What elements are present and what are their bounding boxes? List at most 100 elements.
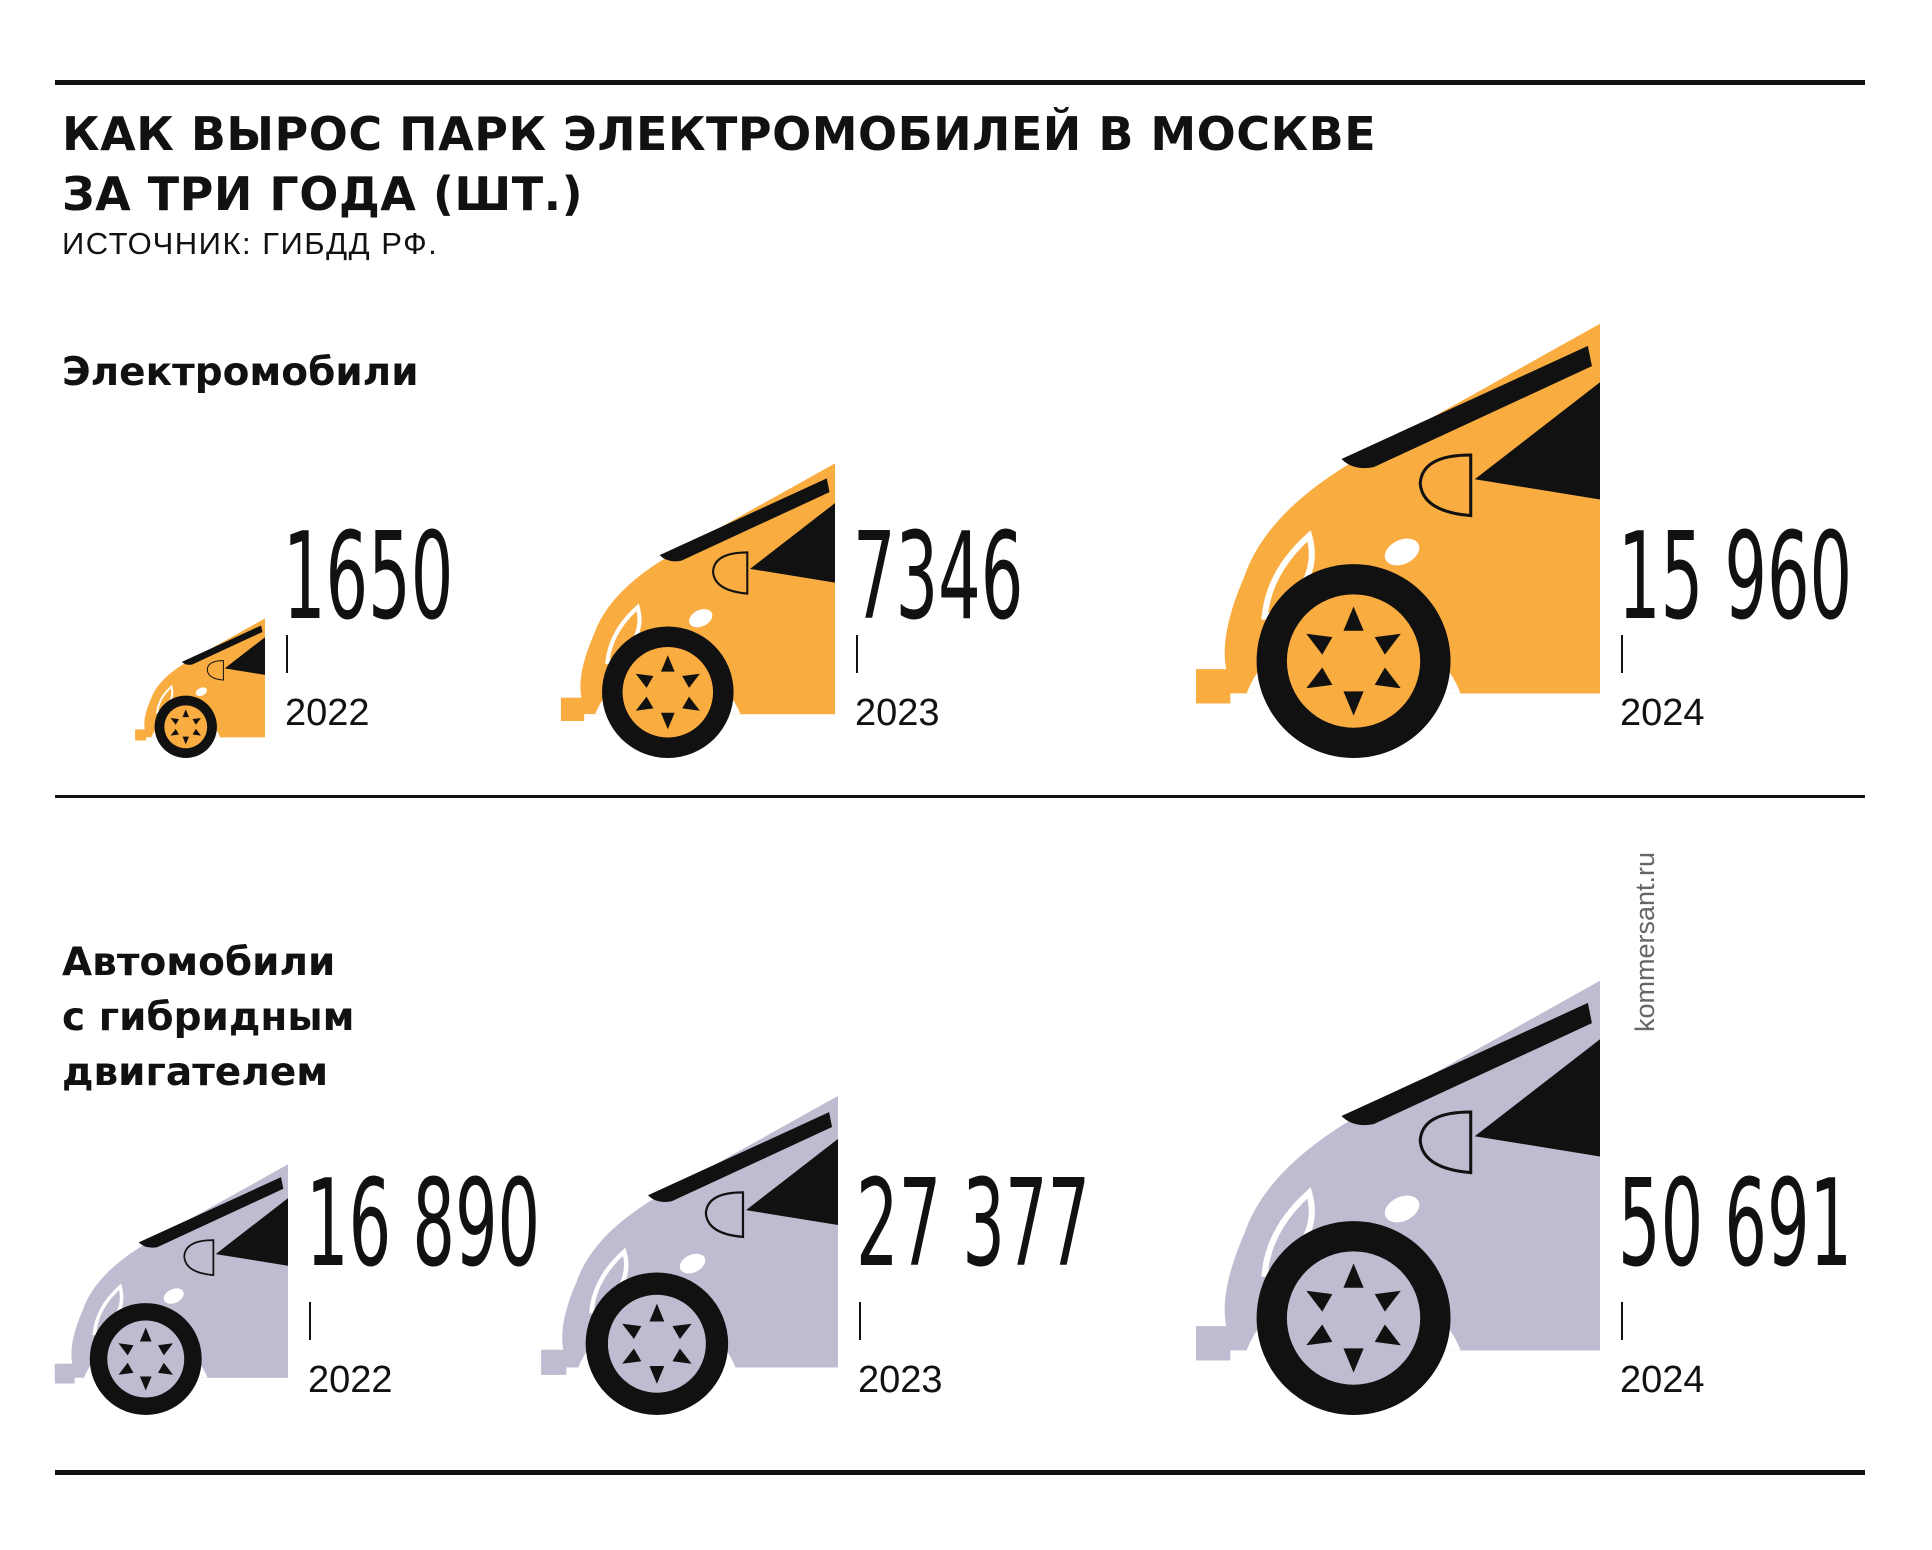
car-mirror [712,551,749,595]
car-mark [1196,980,1600,1415]
car-hood-line [138,1177,284,1248]
car-bumper [560,697,585,721]
year-label: 2023 [855,692,940,734]
wheel-spoke [1306,1324,1333,1346]
wheel-spoke [672,1348,692,1364]
wheel-hub [607,1294,706,1393]
car-bumper [1196,1326,1231,1361]
car-front-icon [541,1095,838,1415]
car-window [215,1198,288,1266]
chart-row-2: 16 890 2022 27 377 2023 50 691 2024 [54,980,1852,1415]
wheel-spoke [1343,691,1364,716]
value-label: 15 960 [1618,506,1852,647]
chart-title-line-1: КАК ВЫРОС ПАРК ЭЛЕКТРОМОБИЛЕЙ В МОСКВЕ [62,107,1377,161]
car-hood-line [659,478,830,562]
section-label-electric-line: Электромобили [62,350,419,395]
wheel-spoke [682,696,700,711]
car-front-icon [135,618,265,758]
wheel-spoke [170,718,179,725]
wheel-spoke [170,728,179,736]
wheel-spoke [157,1362,174,1375]
car-mark [1196,323,1600,758]
car-highlight [688,609,713,628]
car-mark [135,618,265,758]
wheel-spoke [1343,1263,1364,1288]
section-label-hybrid: Автомобили с гибридным двигателем [62,935,354,1100]
car-bumper [54,1363,75,1384]
car-mirror [183,1239,215,1277]
car-bumper [541,1349,567,1375]
wheel-spoke [682,673,700,688]
chart-title: КАК ВЫРОС ПАРК ЭЛЕКТРОМОБИЛЕЙ В МОСКВЕ З… [62,104,1376,224]
car-mark [541,1095,838,1415]
top-rule [55,80,1865,85]
wheel-spoke [139,1376,152,1391]
wheel-spoke [672,1323,692,1340]
middle-rule [55,795,1865,798]
car-front-icon [1196,323,1600,758]
wheel-spoke [1306,667,1333,689]
car-mirror [206,660,224,681]
wheel-spoke [192,728,201,736]
year-label: 2024 [1620,1359,1705,1401]
wheel-spoke [649,1303,665,1322]
wheel-spoke [1374,633,1401,655]
wheel-hub [1286,594,1421,728]
car-highlight [1384,1195,1420,1223]
year-label: 2022 [285,692,370,734]
wheel-spoke [622,1348,642,1364]
car-mirror [704,1191,745,1239]
bottom-rule [55,1470,1865,1475]
section-label-hybrid-line-3: двигателем [62,1050,329,1095]
car-highlight [163,1288,184,1304]
wheel-spoke [139,1327,152,1342]
wheel-spoke [1343,1348,1364,1373]
car-highlight [195,687,207,697]
wheel-spoke [649,1366,665,1384]
car-mark [54,1164,289,1415]
wheel-spoke [182,709,190,718]
wheel-spoke [1374,1290,1401,1312]
car-window [750,503,835,583]
wheel-spoke [118,1343,134,1356]
wheel-spoke [182,736,190,745]
value-label: 16 890 [306,1153,540,1294]
year-label: 2023 [858,1359,943,1401]
wheel-spoke [1306,1290,1333,1312]
wheel-hub [622,646,714,738]
wheel-spoke [622,1323,642,1340]
car-highlight [679,1253,706,1274]
section-label-electric: Электромобили [62,345,419,400]
section-label-hybrid-line-1: Автомобили [62,940,336,985]
wheel-spoke [660,712,675,730]
chart-title-line-2: ЗА ТРИ ГОДА (ШТ.) [62,167,584,221]
wheel-hub [107,1320,185,1398]
value-label: 1650 [283,506,453,647]
car-window [224,637,265,675]
car-sill [200,729,265,738]
car-hood-line [1341,1002,1592,1126]
value-label: 50 691 [1618,1153,1852,1294]
year-label: 2022 [308,1359,393,1401]
car-bumper [135,729,147,741]
car-front-icon [560,463,835,758]
chart-row-1: 1650 2022 7346 2023 15 960 2024 [135,323,1852,758]
wheel-spoke [635,673,654,688]
wheel-spoke [118,1362,134,1375]
wheel-spoke [192,718,201,725]
value-label: 27 377 [856,1153,1090,1294]
wheel-spoke [1306,633,1333,655]
wheel-spoke [660,655,675,672]
car-window [1474,1039,1600,1157]
source-note: ИСТОЧНИК: ГИБДД РФ. [62,226,439,261]
car-bumper [1196,669,1231,704]
car-window [745,1138,838,1225]
year-label: 2024 [1620,692,1705,734]
value-label: 7346 [853,506,1023,647]
car-hood-line [647,1112,833,1202]
wheel-spoke [157,1343,174,1356]
wheel-hub [164,705,208,749]
wheel-spoke [635,696,654,711]
wheel-spoke [1374,1324,1401,1346]
